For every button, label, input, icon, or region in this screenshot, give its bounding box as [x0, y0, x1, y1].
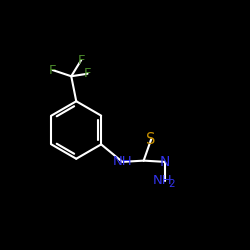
- Text: F: F: [84, 67, 91, 80]
- Text: NH: NH: [152, 174, 172, 187]
- Text: S: S: [146, 132, 156, 147]
- Text: NH: NH: [112, 155, 132, 168]
- Text: N: N: [160, 155, 170, 169]
- Text: 2: 2: [168, 178, 174, 189]
- Text: F: F: [78, 54, 85, 66]
- Text: F: F: [49, 64, 56, 76]
